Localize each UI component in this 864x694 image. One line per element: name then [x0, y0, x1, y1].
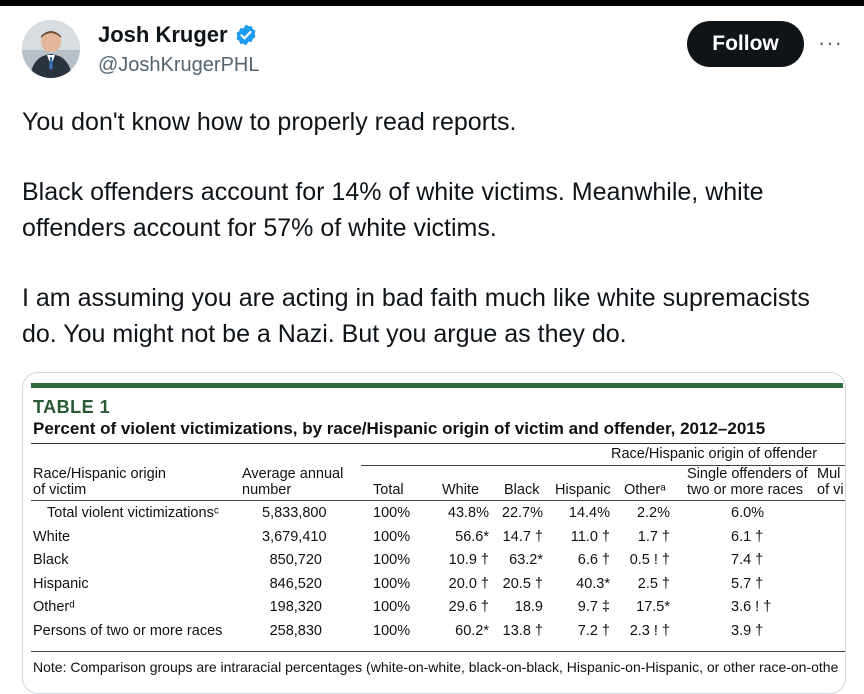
cell-single: 5.7 † — [731, 575, 764, 592]
cell-hispanic: 11.0 † — [570, 528, 610, 545]
report-table-image: TABLE 1 Percent of violent victimization… — [31, 383, 845, 693]
tweet-paragraph: Black offenders account for 14% of white… — [22, 178, 764, 242]
table-bottom-rule — [31, 651, 845, 652]
header-other: Otherᵃ — [624, 482, 666, 498]
cell-hispanic: 7.2 † — [577, 622, 610, 639]
cell-total: 100% — [373, 622, 411, 639]
header-black: Black — [504, 482, 540, 498]
table-note: Note: Comparison groups are intraracial … — [33, 659, 839, 675]
row-label: Total violent victimizationsᶜ — [47, 505, 219, 521]
cell-avg: 258,830 — [269, 622, 322, 639]
cell-avg: 5,833,800 — [262, 505, 327, 521]
cell-black: 22.7% — [501, 505, 543, 521]
cell-total: 100% — [373, 599, 411, 615]
cell-hispanic: 40.3* — [576, 575, 610, 592]
author-name-row: Josh Kruger — [98, 22, 258, 48]
table-top-rule — [31, 383, 843, 388]
cell-black: 20.5 † — [502, 575, 543, 592]
header-single: Single offenders of — [687, 466, 808, 482]
more-options-icon[interactable]: ··· — [818, 30, 843, 55]
table-rule — [31, 443, 845, 444]
tweet-paragraph: I am assuming you are acting in bad fait… — [22, 284, 810, 348]
header-multi: Mul — [817, 466, 841, 482]
cell-black: 63.2* — [509, 552, 543, 568]
tweet-text: You don't know how to properly read repo… — [22, 104, 842, 352]
cell-total: 100% — [373, 552, 411, 568]
cell-white: 10.9 † — [448, 552, 489, 568]
cell-hispanic: 6.6 † — [577, 552, 610, 568]
header-single: two or more races — [687, 482, 804, 498]
row-label: Black — [33, 552, 69, 568]
header-victim: of victim — [33, 482, 87, 498]
header-underline — [31, 500, 845, 501]
cell-hispanic: 9.7 ‡ — [577, 599, 610, 615]
cell-white: 60.2* — [455, 622, 489, 639]
cell-other: 0.5 ! † — [629, 552, 670, 568]
cell-black: 13.8 † — [502, 622, 543, 639]
table-title: Percent of violent victimizations, by ra… — [33, 419, 766, 438]
cell-avg: 850,720 — [269, 552, 322, 568]
cell-single: 3.6 ! † — [731, 599, 772, 615]
cell-single: 6.0% — [731, 505, 765, 521]
cell-other: 2.2% — [636, 505, 670, 521]
cell-other: 2.5 † — [637, 575, 670, 592]
cell-single: 3.9 † — [731, 622, 764, 639]
header-avg: number — [242, 482, 292, 498]
cell-total: 100% — [373, 528, 411, 545]
header-multi: of vi — [817, 482, 844, 498]
cell-other: 2.3 ! † — [629, 622, 670, 639]
tweet-paragraph: You don't know how to properly read repo… — [22, 108, 517, 136]
cell-avg: 3,679,410 — [262, 528, 327, 545]
avatar[interactable] — [22, 20, 80, 78]
cell-total: 100% — [373, 505, 411, 521]
top-edge-bar — [0, 0, 864, 6]
header-victim: Race/Hispanic origin — [33, 466, 166, 482]
table-note-cutoff — [33, 677, 633, 685]
row-label: Hispanic — [33, 575, 89, 592]
header-white: White — [442, 482, 480, 498]
cell-avg: 846,520 — [269, 575, 322, 592]
author-name[interactable]: Josh Kruger — [98, 22, 228, 47]
cell-total: 100% — [373, 575, 411, 592]
author-handle[interactable]: @JoshKrugerPHL — [98, 54, 260, 76]
attached-image[interactable]: TABLE 1 Percent of violent victimization… — [22, 372, 846, 694]
cell-single: 7.4 † — [731, 552, 764, 568]
verified-badge-icon — [236, 24, 256, 46]
cell-white: 43.8% — [447, 505, 489, 521]
cell-black: 18.9 — [514, 599, 543, 615]
person-avatar-icon — [22, 20, 80, 78]
cell-avg: 198,320 — [269, 599, 322, 615]
cell-white: 29.6 † — [448, 599, 489, 615]
follow-button[interactable]: Follow — [687, 21, 804, 67]
row-label: Otherᵈ — [33, 599, 75, 615]
cell-single: 6.1 † — [731, 528, 764, 545]
row-label: White — [33, 528, 71, 545]
table-label: TABLE 1 — [33, 397, 111, 417]
group-underline — [361, 465, 845, 466]
offender-group-header: Race/Hispanic origin of offender — [611, 446, 818, 462]
cell-other: 17.5* — [636, 599, 670, 615]
header-avg: Average annual — [242, 466, 344, 482]
cell-white: 20.0 † — [448, 575, 489, 592]
header-hispanic: Hispanic — [555, 482, 611, 498]
cell-hispanic: 14.4% — [568, 505, 610, 521]
cell-white: 56.6* — [455, 528, 489, 545]
header-total: Total — [373, 482, 404, 498]
row-label: Persons of two or more races — [33, 622, 223, 639]
cell-black: 14.7 † — [502, 528, 543, 545]
cell-other: 1.7 † — [637, 528, 670, 545]
